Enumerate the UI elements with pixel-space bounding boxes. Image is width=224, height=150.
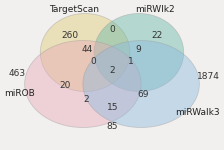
Text: 1: 1 [127,57,133,66]
Text: 69: 69 [138,90,149,99]
Text: 85: 85 [106,122,118,131]
Text: 0: 0 [109,26,115,34]
Ellipse shape [25,40,141,128]
Text: 22: 22 [151,32,162,40]
Text: 2: 2 [109,66,115,75]
Text: 44: 44 [82,45,93,54]
Ellipse shape [83,40,199,128]
Text: 20: 20 [59,81,71,90]
Text: miROB: miROB [4,88,35,98]
Text: miRWalk3: miRWalk3 [175,108,220,117]
Text: 2: 2 [83,95,89,104]
Text: 1874: 1874 [197,72,220,81]
Text: 260: 260 [61,32,78,40]
Text: 15: 15 [107,103,119,112]
Ellipse shape [94,14,184,92]
Text: 463: 463 [8,69,25,78]
Text: 9: 9 [135,45,141,54]
Text: miRWlk2: miRWlk2 [135,4,174,14]
Text: 0: 0 [91,57,97,66]
Ellipse shape [40,14,130,92]
Text: TargetScan: TargetScan [49,4,99,14]
